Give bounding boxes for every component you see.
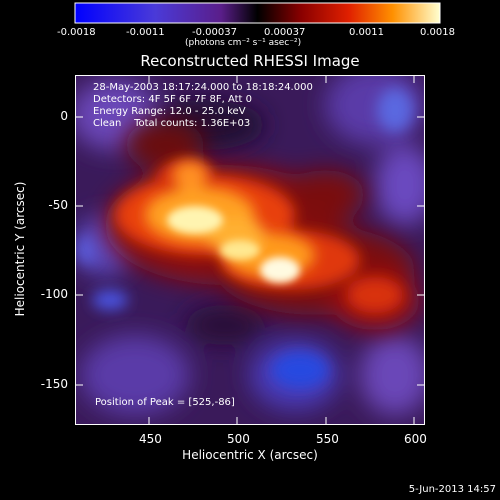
info-energy-range: Energy Range: 12.0 - 25.0 keV: [93, 106, 246, 117]
y-tick-label: -150: [40, 377, 68, 391]
x-tick-label: 550: [316, 432, 339, 446]
x-tick-label: 500: [227, 432, 250, 446]
colorbar-units: (photons cm⁻² s⁻¹ asec⁻²): [185, 38, 302, 48]
y-axis-label: Heliocentric Y (arcsec): [13, 181, 27, 317]
y-tick-label: -50: [48, 198, 68, 212]
footer-date: 5-Jun-2013 14:57: [408, 484, 496, 495]
colorbar-tick: 0.0011: [349, 27, 384, 38]
x-tick-label: 600: [404, 432, 427, 446]
x-tick-label: 450: [139, 432, 162, 446]
colorbar-gradient: [74, 2, 441, 24]
colorbar-tick: -0.0018: [57, 27, 96, 38]
colorbar-tick: 0.0018: [420, 27, 455, 38]
y-tick-label: 0: [60, 109, 68, 123]
rhessi-image: [75, 75, 425, 425]
colorbar-tick: 0.00037: [264, 27, 306, 38]
colorbar-tick: -0.0011: [126, 27, 165, 38]
y-tick-label: -100: [40, 287, 68, 301]
info-detectors: Detectors: 4F 5F 6F 7F 8F, Att 0: [93, 94, 253, 105]
info-time-range: 28-May-2003 18:17:24.000 to 18:18:24.000: [93, 82, 313, 93]
colorbar-tick: -0.00037: [192, 27, 237, 38]
peak-position: Position of Peak = [525,-86]: [95, 397, 235, 408]
plot-title: Reconstructed RHESSI Image: [140, 52, 360, 70]
x-axis-label: Heliocentric X (arcsec): [182, 448, 318, 462]
info-total-counts: Clean Total counts: 1.36E+03: [93, 118, 251, 129]
colorbar: [74, 2, 441, 24]
